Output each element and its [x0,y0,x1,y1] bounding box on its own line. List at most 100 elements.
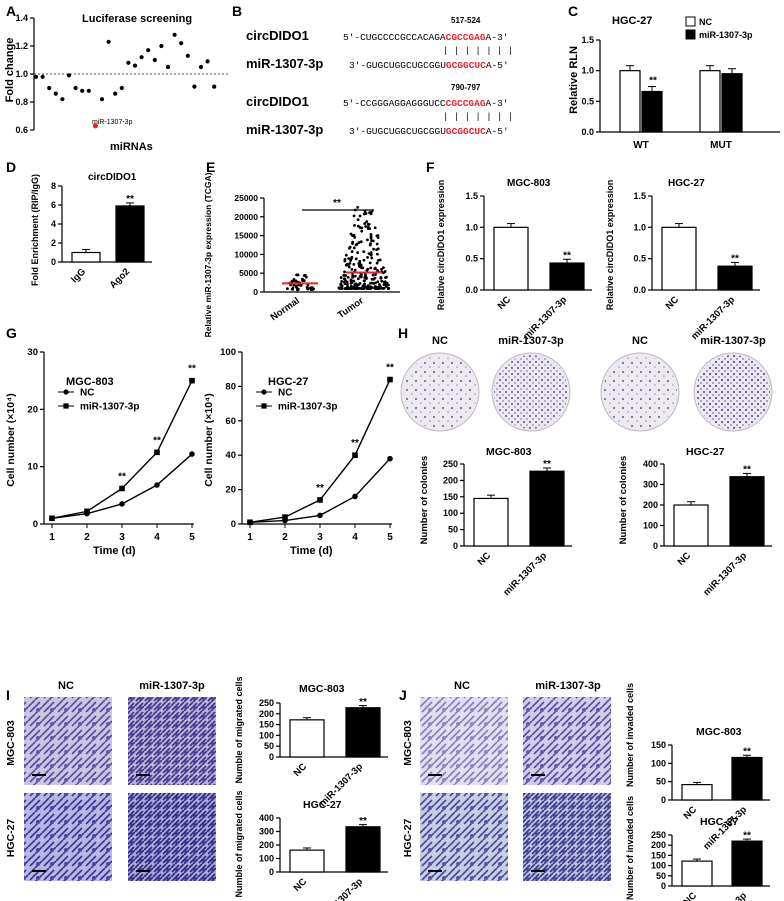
panel-h-right-y-tick-label-3: 300 [643,480,658,490]
site2-circ-seq: 5'-CCGGGAGGAGGGUCCCGCCGAGA-3' [343,98,508,109]
panel-e-category-label-1: Tumor [336,295,366,321]
panel-a-point-14 [126,60,131,65]
panel-j-bottom-y-tick-label-4: 200 [651,840,666,850]
panel-e-point [360,273,363,277]
panel-e-point [366,267,370,271]
panel-j-bottom-bar-1 [731,840,763,887]
panel-e-point [369,253,373,257]
panel-i-bottom-y-tick-label-1: 100 [259,854,274,864]
panel-a-point-0 [33,74,39,79]
panel-c-bar-WT-1 [641,90,663,133]
panel-letter-b: B [232,3,242,19]
panel-h-left-ylabel: Number of colonies [419,456,430,545]
panel-j-bottom-category-label-1: miR-1307-3p [701,890,749,901]
panel-a: A Luciferase screening Fold change 0.60.… [4,3,228,153]
panel-c-chart: 0.0 0.5 1.0 1.5 WT MUT ** [581,35,780,151]
panel-h-left-title: MGC-803 [486,446,532,458]
panel-e-point [353,274,357,278]
panel-h-photo-label-4: miR-1307-3p [700,335,766,347]
site1-circ-seq: 5'-CUGCCCCGCCACAGACGCCGAGA-3' [343,32,508,43]
panel-c-ylabel: Relative RLN [568,46,580,114]
panel-e-point [378,283,381,286]
invasion-image-mgc-mir [523,697,611,785]
panel-i-col-label-nc: NC [58,680,74,692]
panel-g-right-y-tick-label-1: 20 [225,485,236,496]
panel-a-point-1 [40,74,45,79]
panel-e-point [382,271,385,275]
panel-g-left-point-1-1 [84,508,90,515]
panel-e-point [382,280,386,284]
panel-e-point [375,261,379,265]
panel-e-point [343,257,347,261]
panel-letter-d: D [6,159,16,175]
panel-b: B 517-524 circDIDO1 5'-CUGCCCCGCCACAGACG… [232,3,513,137]
panel-e-point [294,279,298,283]
panel-c-bar-MUT-1 [721,73,743,133]
panel-a-point-9 [92,123,98,129]
panel-g-right-y-tick-label-0: 0 [231,519,236,530]
panel-e-y-tick-label-2: 10000 [234,249,258,259]
panel-letter-h: H [398,325,408,341]
panel-e-point [375,248,379,252]
panel-i-top-y-tick-label-1: 50 [264,741,274,751]
panel-e-point [343,287,347,290]
panel-j-top-bar-0 [681,783,713,801]
panel-i: I NC miR-1307-3p MGC-803 HGC-27 MGC-803 … [5,676,388,901]
panel-h-left-significance: ** [543,459,551,470]
panel-i-bottom-ylabel: Numble of migrated cells [234,790,244,897]
panel-i-top-y-tick-label-3: 150 [259,720,274,730]
site1-circ-name: circDIDO1 [246,28,309,43]
panel-d-y-tick-label-2: 4 [51,219,56,229]
panel-h-left-y-tick-label-3: 150 [443,492,458,502]
panel-e-point [358,226,362,229]
panel-e-point [348,245,352,249]
panel-d-ylabel: Fold Enrichment (RIP/IgG) [30,174,40,286]
panel-e-point [364,212,368,215]
panel-e-point [355,242,359,246]
panel-c-y-tick-label-0: 0.0 [581,127,594,137]
panel-e-y-tick-label-5: 25000 [234,193,258,203]
panel-g-right-title: HGC-27 [268,376,308,388]
panel-g-left-xlabel: Time (d) [93,545,136,557]
panel-g-right-point-0-4 [387,455,393,462]
panel-h-chart: 0 50 100 150 200 250 NC miR-1307-3p ** 0 100 200 300… [443,459,772,598]
panel-i-row-label-mgc: MGC-803 [5,720,17,766]
panel-e-point [352,214,356,218]
panel-e-point [373,226,377,230]
panel-e-point [374,273,377,276]
panel-h-right-category-label-0: NC [676,550,694,568]
site2-position: 790-797 [451,83,481,92]
panel-f-left-y-tick-label-0: 0.0 [465,285,478,295]
panel-a-point-7 [80,88,85,93]
panel-g-left-point-0-3 [154,482,160,488]
panel-i-row-label-hgc: HGC-27 [5,819,17,858]
panel-h-left-y-tick-label-4: 200 [443,475,458,485]
panel-e-point [347,264,350,267]
panel-g-left-y-tick-label-3: 30 [27,347,38,358]
panel-e-point [353,223,356,227]
panel-e-point [368,261,372,265]
panel-a-ylabel: Fold change [4,38,16,103]
panel-e-point [340,280,344,283]
panel-e-point [363,222,367,226]
panel-g-chart: 0 10 20 30 1 2 3 4 5 ** ** ** NC miR-1307-3p 0 20 40 60 80… [27,347,394,543]
panel-j-top-ylabel: Number of invaded cells [625,683,635,787]
panel-g-right-x-tick-label-3: 4 [352,532,358,543]
panel-j-top-y-tick-label-0: 0 [661,795,666,805]
panel-a-point-27 [212,84,217,89]
panel-g-left-point-1-4 [189,377,195,384]
panel-g-left-y-tick-label-1: 10 [27,462,38,473]
panel-d-chart: 0 2 4 6 8 IgG Ago2 ** [51,181,152,291]
panel-g-right-x-tick-label-2: 3 [317,532,323,543]
panel-g-left-y-tick-label-0: 0 [33,519,38,530]
panel-e-point [376,252,379,256]
panel-e-point [369,233,373,236]
panel-j-top-significance: ** [743,747,751,758]
panel-g-right-y-tick-label-2: 40 [225,450,236,461]
panel-i-bottom-y-tick-label-4: 400 [259,813,274,823]
panel-f-left-y-tick-label-3: 1.5 [465,191,478,201]
panel-i-top-bar-1 [345,707,381,758]
panel-letter-e: E [206,159,215,175]
colony-dish-4 [693,352,773,432]
